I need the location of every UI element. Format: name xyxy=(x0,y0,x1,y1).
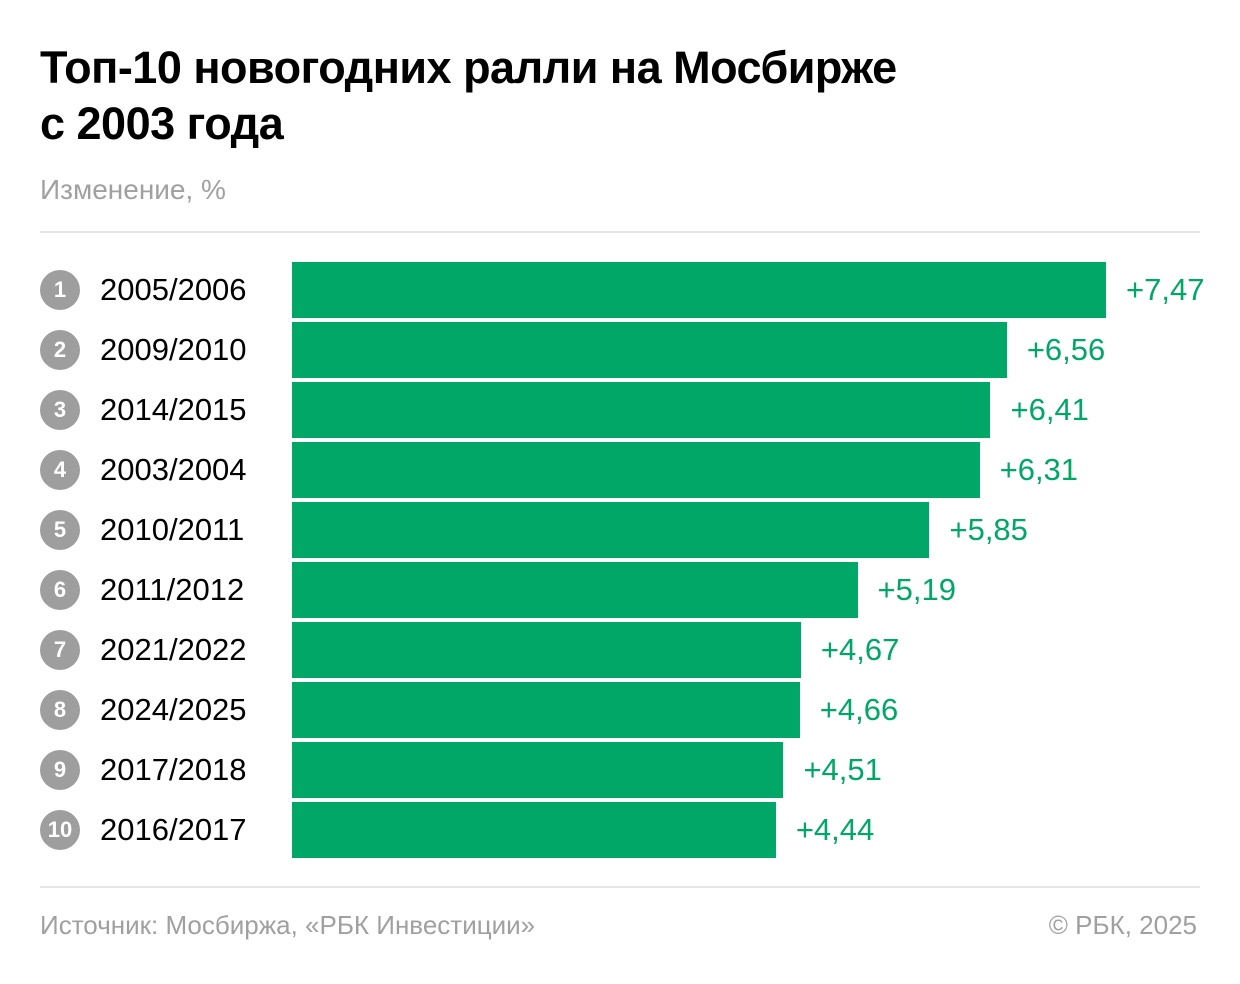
rank-badge: 2 xyxy=(40,330,80,370)
top-divider xyxy=(40,231,1200,233)
bar xyxy=(292,622,801,678)
value-label: +6,41 xyxy=(1010,392,1089,427)
value-label: +6,31 xyxy=(999,452,1079,487)
value-label: +4,44 xyxy=(795,812,875,847)
bar-row: 5 2010/2011 +5,85 xyxy=(0,502,1240,558)
value-label: +4,67 xyxy=(820,632,900,667)
rank-badge: 9 xyxy=(40,750,80,790)
chart-title: Топ-10 новогодних ралли на Мосбирже с 20… xyxy=(40,40,897,152)
category-label: 2024/2025 xyxy=(100,692,247,727)
rank-badge: 4 xyxy=(40,450,80,490)
bar-row: 10 2016/2017 +4,44 xyxy=(0,802,1240,858)
bar-row: 7 2021/2022 +4,67 xyxy=(0,622,1240,678)
bar-row: 9 2017/2018 +4,51 xyxy=(0,742,1240,798)
value-label: +5,85 xyxy=(949,512,1028,547)
category-label: 2003/2004 xyxy=(100,452,247,487)
bar xyxy=(292,802,776,858)
title-line-2: с 2003 года xyxy=(40,98,284,149)
copyright: © РБК, 2025 xyxy=(1048,910,1197,940)
value-label: +6,56 xyxy=(1026,332,1106,367)
rank-badge: 1 xyxy=(40,270,80,310)
title-line-1: Топ-10 новогодних ралли на Мосбирже xyxy=(40,42,897,93)
bar-row: 3 2014/2015 +6,41 xyxy=(0,382,1240,438)
category-label: 2009/2010 xyxy=(100,332,247,367)
bar xyxy=(292,682,800,738)
rank-badge: 10 xyxy=(40,810,80,850)
bar-row: 1 2005/2006 +7,47 xyxy=(0,262,1240,318)
rank-badge: 6 xyxy=(40,570,80,610)
rank-badge: 3 xyxy=(40,390,80,430)
source-note: Источник: Мосбиржа, «РБК Инвестиции» xyxy=(40,910,536,940)
rank-badge: 5 xyxy=(40,510,80,550)
bottom-divider xyxy=(40,886,1200,888)
bar xyxy=(292,382,991,438)
bar-row: 2 2009/2010 +6,56 xyxy=(0,322,1240,378)
category-label: 2014/2015 xyxy=(100,392,247,427)
value-label: +4,66 xyxy=(819,692,899,727)
bar xyxy=(292,262,1106,318)
bar-row: 6 2011/2012 +5,19 xyxy=(0,562,1240,618)
category-label: 2005/2006 xyxy=(100,272,247,307)
value-label: +5,19 xyxy=(877,572,956,607)
category-label: 2017/2018 xyxy=(100,752,247,787)
category-label: 2011/2012 xyxy=(100,572,245,607)
rank-badge: 8 xyxy=(40,690,80,730)
value-label: +7,47 xyxy=(1126,272,1205,307)
value-label: +4,51 xyxy=(803,752,882,787)
category-label: 2010/2011 xyxy=(100,512,245,547)
bar xyxy=(292,742,784,798)
bar-row: 8 2024/2025 +4,66 xyxy=(0,682,1240,738)
bar xyxy=(292,442,980,498)
bar xyxy=(292,322,1007,378)
bar xyxy=(292,562,858,618)
category-label: 2021/2022 xyxy=(100,632,247,667)
chart-subtitle: Изменение, % xyxy=(40,174,226,205)
rank-badge: 7 xyxy=(40,630,80,670)
bar-row: 4 2003/2004 +6,31 xyxy=(0,442,1240,498)
bar xyxy=(292,502,930,558)
category-label: 2016/2017 xyxy=(100,812,247,847)
